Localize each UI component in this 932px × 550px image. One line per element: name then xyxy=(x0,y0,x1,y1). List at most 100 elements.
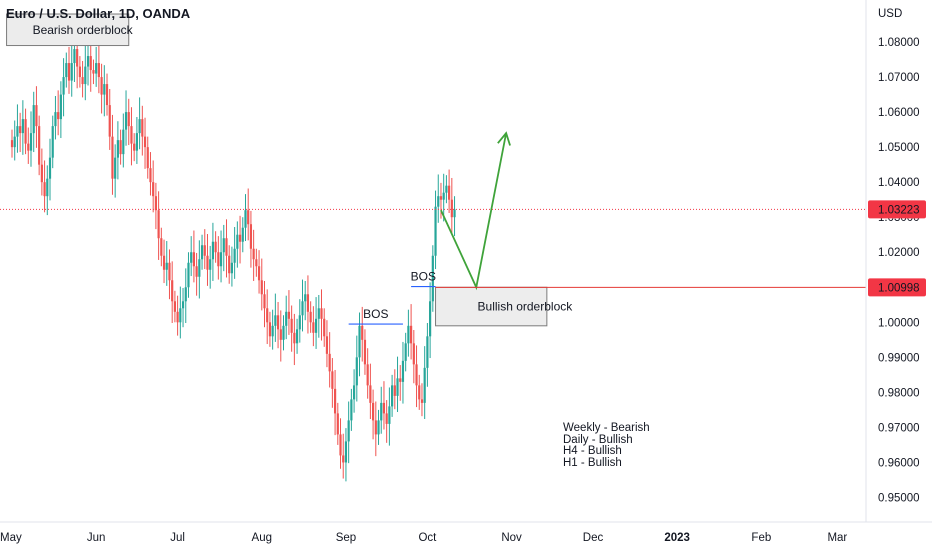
bearish-orderblock-label: Bearish orderblock xyxy=(33,23,134,37)
time-tick-8: 2023 xyxy=(664,532,690,544)
candle-body-75 xyxy=(214,241,217,253)
candle-body-141 xyxy=(393,385,396,396)
candle-80 xyxy=(228,245,231,284)
candle-138 xyxy=(385,400,388,443)
candle-81 xyxy=(230,246,234,287)
candle-2 xyxy=(16,104,19,153)
candle-20 xyxy=(65,52,68,88)
candle-body-50 xyxy=(146,147,149,169)
candle-body-87 xyxy=(247,210,250,225)
candle-30 xyxy=(92,59,95,85)
time-axis[interactable]: May Jun Jul Aug Sep Oct Nov Dec 2023 Feb Mar xyxy=(0,521,932,544)
time-tick-3: Aug xyxy=(252,532,272,544)
candle-body-17 xyxy=(57,112,60,120)
candle-133 xyxy=(371,389,375,440)
candle-body-119 xyxy=(333,388,337,414)
candle-117 xyxy=(328,332,331,388)
candle-body-148 xyxy=(412,343,415,365)
candle-61 xyxy=(176,295,179,336)
candle-body-22 xyxy=(70,63,73,81)
candle-body-106 xyxy=(298,315,301,330)
candle-body-9 xyxy=(35,105,38,127)
candle-body-51 xyxy=(149,168,152,183)
candle-body-45 xyxy=(133,143,136,151)
candle-body-1 xyxy=(13,136,16,148)
candle-body-114 xyxy=(320,308,323,319)
candle-142 xyxy=(396,356,399,412)
candle-151 xyxy=(420,383,424,417)
candle-body-35 xyxy=(105,84,109,106)
candle-0 xyxy=(10,129,14,158)
candle-body-120 xyxy=(336,413,339,435)
candle-body-163 xyxy=(453,209,456,218)
candle-137 xyxy=(382,381,386,430)
time-tick-9: Feb xyxy=(751,532,771,544)
candle-body-162 xyxy=(450,199,453,218)
candle-body-95 xyxy=(268,322,272,337)
price-tick-2: 1.06000 xyxy=(878,107,920,119)
candle-78 xyxy=(222,224,225,272)
candle-body-59 xyxy=(171,280,174,302)
projection-arrow-head xyxy=(497,131,511,146)
candle-89 xyxy=(252,229,255,281)
candle-body-83 xyxy=(236,234,239,249)
candle-body-62 xyxy=(179,308,182,323)
candle-76 xyxy=(217,236,220,280)
candle-body-161 xyxy=(448,185,451,200)
candle-106 xyxy=(298,299,301,343)
candle-130 xyxy=(363,329,367,375)
candle-body-46 xyxy=(135,133,138,151)
candle-body-57 xyxy=(165,262,168,270)
candle-91 xyxy=(257,250,261,294)
candle-114 xyxy=(320,289,323,341)
candle-128 xyxy=(358,312,361,377)
candle-body-154 xyxy=(429,301,432,337)
candle-body-159 xyxy=(442,192,445,200)
currency-label: USD xyxy=(878,8,902,20)
candle-body-6 xyxy=(27,143,30,151)
time-tick-2: Jul xyxy=(170,532,185,544)
candle-40 xyxy=(119,129,122,165)
candle-body-105 xyxy=(295,329,299,344)
price-tick-4: 1.04000 xyxy=(878,177,920,189)
candle-body-102 xyxy=(287,311,291,319)
candle-107 xyxy=(301,279,304,332)
candle-body-73 xyxy=(209,259,212,270)
candle-body-97 xyxy=(274,315,277,326)
candle-body-123 xyxy=(344,441,348,463)
candle-66 xyxy=(190,236,193,277)
candle-body-40 xyxy=(119,140,122,155)
chart-title: Euro / U.S. Dollar, 1D, OANDA xyxy=(6,6,191,21)
candle-62 xyxy=(179,286,182,339)
price-tick-0: 1.08000 xyxy=(878,37,920,49)
candle-body-130 xyxy=(363,339,367,365)
candle-135 xyxy=(377,409,380,445)
last-price-value: 1.03223 xyxy=(878,204,920,216)
candle-1 xyxy=(13,120,16,161)
bos-label-2: BOS xyxy=(411,270,436,284)
candle-body-96 xyxy=(271,325,274,337)
candle-body-138 xyxy=(385,413,388,424)
candle-28 xyxy=(86,42,90,86)
candle-body-14 xyxy=(48,157,52,179)
time-tick-1: Jun xyxy=(87,532,106,544)
price-tick-10: 0.98000 xyxy=(878,387,920,399)
price-tick-11: 0.97000 xyxy=(878,422,920,434)
candle-118 xyxy=(331,358,334,408)
bearish-orderblock-box[interactable] xyxy=(6,13,130,47)
candle-body-90 xyxy=(255,259,258,267)
candle-body-77 xyxy=(219,252,223,267)
bullish-orderblock-box[interactable] xyxy=(435,286,548,327)
candle-body-5 xyxy=(24,119,27,144)
candles xyxy=(10,30,456,482)
candle-body-54 xyxy=(157,210,160,239)
candle-body-98 xyxy=(276,315,280,330)
candle-9 xyxy=(35,86,38,148)
candle-150 xyxy=(418,374,421,410)
price-axis[interactable]: USD 1.08000 1.07000 1.06000 1.05000 1.04000 1… xyxy=(865,0,926,522)
candle-162 xyxy=(450,177,453,234)
candle-body-26 xyxy=(81,77,84,85)
candle-body-20 xyxy=(65,63,68,78)
candle-body-39 xyxy=(116,140,119,158)
